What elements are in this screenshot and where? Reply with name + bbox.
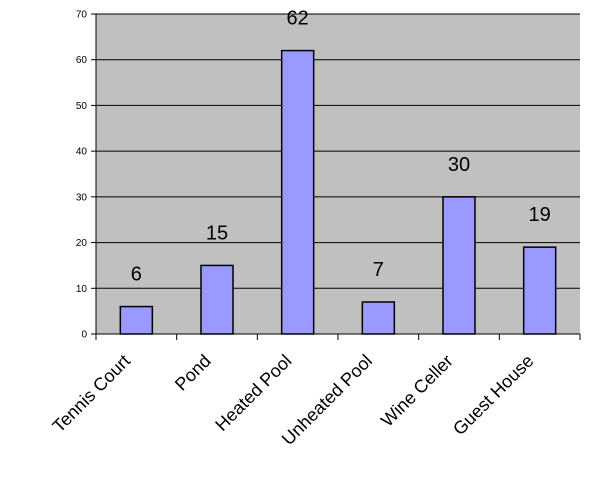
y-tick-label: 30 bbox=[76, 192, 88, 203]
data-label: 30 bbox=[448, 154, 470, 176]
bars bbox=[119, 49, 557, 335]
y-tick-label: 70 bbox=[76, 10, 88, 21]
y-tick-label: 40 bbox=[76, 147, 88, 158]
y-tick-label: 10 bbox=[76, 284, 88, 295]
y-axis-ticks: 0 10 20 30 40 50 60 70 bbox=[76, 10, 96, 341]
y-tick-label: 20 bbox=[76, 238, 88, 249]
x-tick-label: Heated Pool bbox=[211, 351, 295, 435]
y-tick-label: 50 bbox=[76, 101, 88, 112]
data-label: 15 bbox=[206, 222, 228, 244]
plot-area bbox=[96, 14, 580, 334]
data-labels: 6 15 62 7 30 19 bbox=[131, 8, 551, 286]
data-label: 19 bbox=[529, 204, 551, 226]
data-label: 6 bbox=[131, 264, 142, 286]
bar-0 bbox=[119, 305, 154, 335]
bar-2 bbox=[280, 49, 315, 335]
bar-4 bbox=[442, 196, 476, 335]
bar-5 bbox=[522, 246, 557, 335]
x-tick-label: Guest House bbox=[449, 351, 537, 439]
x-tick-label: Pond bbox=[171, 351, 215, 395]
gridlines bbox=[96, 13, 580, 289]
data-label: 62 bbox=[287, 8, 309, 30]
x-tick-label: Wine Celler bbox=[377, 351, 457, 431]
y-tick-label: 0 bbox=[81, 330, 87, 341]
bar-3 bbox=[361, 301, 396, 335]
data-label: 7 bbox=[373, 259, 384, 281]
bar-1 bbox=[200, 264, 234, 335]
x-tick-label: Tennis Court bbox=[49, 351, 135, 437]
y-tick-label: 60 bbox=[76, 55, 88, 66]
axes bbox=[95, 14, 581, 340]
